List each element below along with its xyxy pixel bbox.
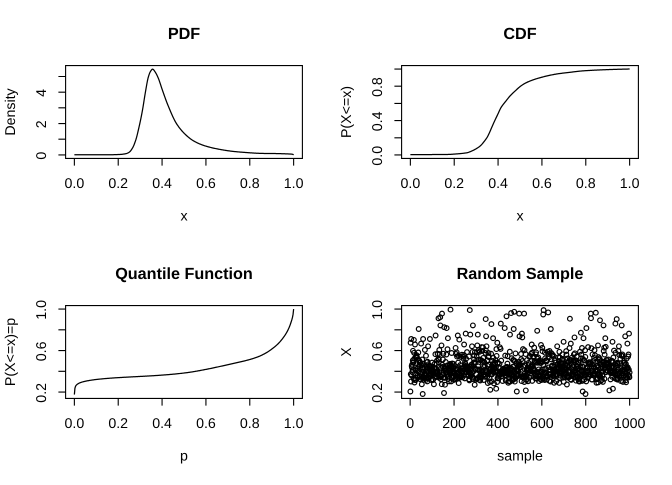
svg-text:0.2: 0.2 <box>444 176 464 192</box>
svg-text:1.0: 1.0 <box>284 416 304 432</box>
svg-text:0.6: 0.6 <box>34 341 50 361</box>
svg-text:x: x <box>516 209 523 225</box>
svg-text:2: 2 <box>34 120 50 128</box>
svg-text:0.0: 0.0 <box>401 176 421 192</box>
svg-text:0.8: 0.8 <box>240 176 260 192</box>
svg-text:0.6: 0.6 <box>370 341 386 361</box>
svg-text:0.2: 0.2 <box>370 383 386 403</box>
svg-text:Random Sample: Random Sample <box>457 265 584 283</box>
svg-text:200: 200 <box>442 416 466 432</box>
svg-text:0.2: 0.2 <box>108 176 128 192</box>
svg-text:400: 400 <box>486 416 510 432</box>
svg-text:600: 600 <box>530 416 554 432</box>
svg-text:0.8: 0.8 <box>370 77 386 97</box>
svg-text:0.0: 0.0 <box>65 176 85 192</box>
svg-text:0: 0 <box>34 152 50 160</box>
svg-text:Quantile Function: Quantile Function <box>115 265 253 283</box>
svg-text:0.0: 0.0 <box>65 416 85 432</box>
svg-text:0.8: 0.8 <box>576 176 596 192</box>
svg-text:4: 4 <box>34 89 50 97</box>
svg-text:Density: Density <box>3 87 19 135</box>
svg-text:0.4: 0.4 <box>488 176 508 192</box>
svg-text:P(X<=x): P(X<=x) <box>339 86 355 138</box>
svg-text:0.2: 0.2 <box>108 416 128 432</box>
svg-text:p: p <box>180 449 188 465</box>
svg-text:0.4: 0.4 <box>152 176 172 192</box>
svg-text:0.0: 0.0 <box>370 146 386 166</box>
svg-text:0.2: 0.2 <box>34 383 50 403</box>
svg-text:1000: 1000 <box>614 416 646 432</box>
svg-text:x: x <box>180 209 187 225</box>
svg-text:0.8: 0.8 <box>240 416 260 432</box>
svg-text:P(X<=x)=p: P(X<=x)=p <box>3 318 19 386</box>
svg-text:sample: sample <box>497 449 543 465</box>
svg-text:PDF: PDF <box>168 25 200 43</box>
svg-text:0.4: 0.4 <box>370 111 386 131</box>
svg-text:1.0: 1.0 <box>34 300 50 320</box>
svg-text:800: 800 <box>574 416 598 432</box>
svg-text:1.0: 1.0 <box>370 300 386 320</box>
svg-text:X: X <box>339 347 355 357</box>
svg-text:1.0: 1.0 <box>620 176 640 192</box>
svg-text:1.0: 1.0 <box>284 176 304 192</box>
svg-text:0.4: 0.4 <box>152 416 172 432</box>
svg-text:0.6: 0.6 <box>196 416 216 432</box>
svg-text:CDF: CDF <box>503 25 536 43</box>
svg-text:0.6: 0.6 <box>532 176 552 192</box>
svg-text:0: 0 <box>406 416 414 432</box>
svg-text:0.6: 0.6 <box>196 176 216 192</box>
